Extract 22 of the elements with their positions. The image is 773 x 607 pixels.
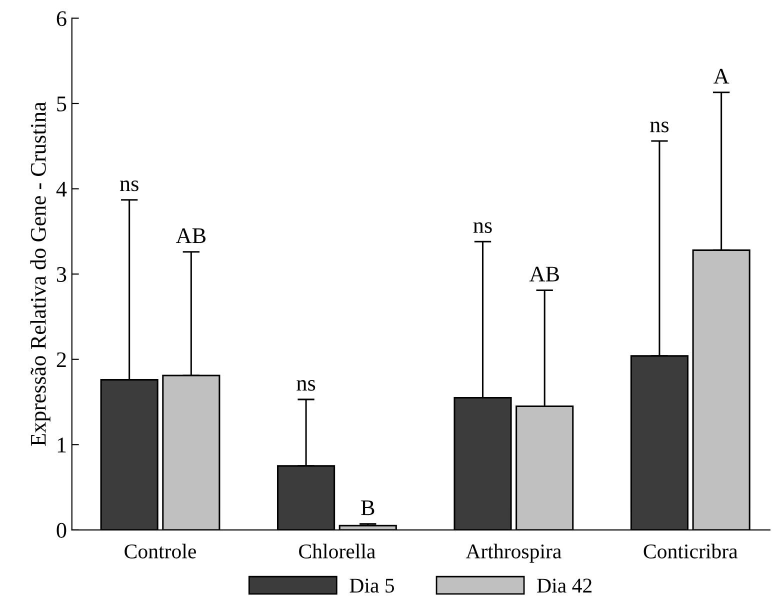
annotation: B	[361, 500, 374, 516]
annotation: ns	[473, 222, 492, 233]
x-tick-label: Chlorella	[299, 544, 376, 558]
annotation: ns	[296, 380, 316, 391]
annotation: AB	[176, 228, 206, 244]
annotation: A	[714, 68, 730, 84]
legend-label: Dia 42	[537, 578, 592, 593]
annotation: AB	[529, 266, 559, 282]
y-tick-label: 4	[56, 182, 67, 196]
y-tick-label: 5	[57, 96, 66, 112]
y-tick-label: 6	[56, 11, 66, 26]
y-tick-label: 2	[56, 352, 66, 368]
y-tick-label: 3	[56, 267, 66, 282]
y-axis-title: Expressão Relativa do Gene - Crustina	[30, 102, 50, 446]
y-tick-label: 0	[56, 522, 66, 538]
y-tick-label: 1	[58, 438, 66, 452]
legend-label: Dia 5	[350, 578, 394, 593]
x-tick-label: Controle	[124, 544, 196, 558]
annotation: ns	[650, 122, 669, 132]
x-tick-label: Arthrospira	[466, 544, 562, 563]
annotation: ns	[120, 180, 138, 192]
x-tick-label: Conticribra	[644, 544, 738, 558]
